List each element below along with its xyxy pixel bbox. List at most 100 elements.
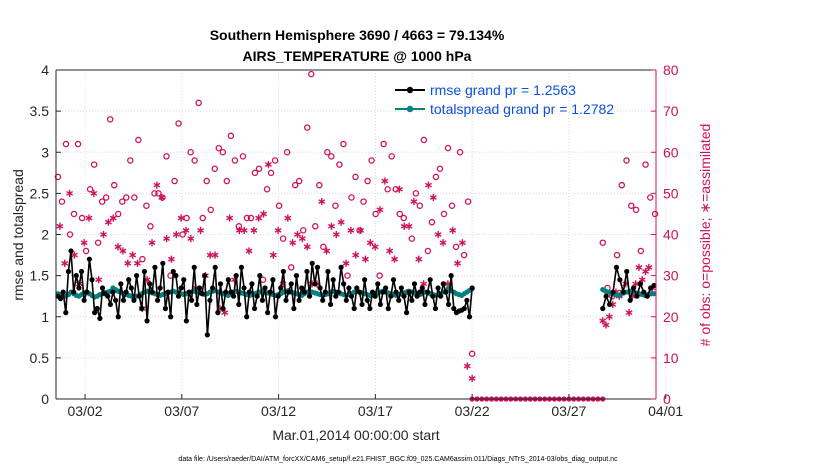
rmse-marker	[634, 293, 640, 299]
rmse-marker	[445, 301, 452, 308]
rmse-marker	[84, 289, 90, 295]
possible-obs-marker	[58, 198, 66, 205]
x-tick-label: 04/01	[648, 403, 683, 419]
rmse-marker	[204, 332, 210, 338]
possible-obs-marker	[468, 350, 476, 358]
assimilated-obs-marker	[172, 230, 180, 239]
assimilated-obs-marker	[177, 214, 185, 222]
assimilated-obs-marker	[250, 226, 258, 234]
rmse-marker	[351, 305, 357, 312]
rmse-marker	[641, 289, 647, 295]
possible-obs-marker	[199, 214, 206, 222]
assimilated-obs-marker	[352, 251, 360, 259]
x-tick-label: 03/22	[455, 403, 490, 419]
assimilated-obs-marker	[429, 193, 437, 202]
rmse-marker	[178, 285, 184, 291]
rmse-marker	[607, 301, 613, 308]
possible-obs-marker	[440, 210, 448, 218]
possible-obs-marker	[279, 235, 287, 242]
possible-obs-marker	[275, 202, 283, 209]
possible-obs-marker	[90, 161, 98, 168]
assimilated-obs-marker	[405, 222, 413, 230]
rmse-marker	[312, 281, 318, 287]
assimilated-obs-marker	[163, 235, 171, 243]
rmse-marker	[173, 273, 179, 279]
possible-obs-marker	[291, 181, 299, 189]
assimilated-obs-marker	[100, 230, 107, 239]
assimilated-obs-marker	[318, 198, 326, 206]
rmse-marker	[448, 273, 454, 279]
legend-rmse-marker	[406, 86, 414, 94]
rmse-marker	[105, 293, 111, 299]
rmse-marker	[212, 264, 218, 270]
assimilated-obs-marker	[361, 255, 369, 263]
rmse-marker	[364, 297, 370, 303]
rmse-marker	[170, 268, 176, 275]
rmse-marker	[262, 285, 268, 291]
rmse-marker	[451, 305, 457, 312]
possible-obs-marker	[98, 198, 106, 205]
legend-rmse-label: rmse grand pr = 1.2563	[430, 82, 576, 98]
possible-obs-marker	[110, 181, 118, 189]
possible-obs-marker	[179, 231, 186, 238]
rmse-marker	[113, 297, 119, 303]
possible-obs-marker	[106, 116, 114, 123]
possible-obs-marker	[211, 165, 219, 172]
assimilated-obs-marker	[625, 309, 633, 317]
possible-obs-marker	[239, 153, 247, 160]
rmse-series	[55, 248, 657, 338]
rmse-marker	[110, 289, 116, 295]
rmse-marker	[288, 281, 294, 287]
rmse-marker	[438, 293, 444, 299]
rmse-marker	[354, 285, 360, 291]
possible-obs-marker	[618, 181, 626, 189]
rmse-marker	[65, 268, 72, 275]
possible-obs-marker	[632, 206, 640, 214]
rmse-marker	[417, 289, 423, 295]
rmse-marker	[57, 296, 64, 302]
rmse-marker	[165, 289, 171, 295]
possible-obs-marker	[135, 136, 142, 144]
rmse-marker	[275, 293, 281, 299]
rmse-marker	[299, 285, 305, 291]
legend: rmse grand pr = 1.2563 totalspread grand…	[395, 82, 614, 117]
assimilated-obs-marker	[269, 251, 277, 259]
assimilated-obs-marker	[70, 251, 78, 259]
rmse-marker	[220, 305, 226, 312]
rmse-marker	[367, 305, 373, 312]
possible-obs-marker	[299, 227, 307, 234]
rmse-marker	[139, 305, 145, 312]
assimilated-obs-marker	[114, 243, 122, 251]
rmse-marker	[432, 305, 439, 312]
possible-obs-marker	[78, 214, 86, 222]
rmse-marker	[168, 314, 174, 320]
assimilated-obs-marker	[439, 239, 447, 247]
possible-obs-marker	[452, 243, 460, 251]
rmse-marker	[89, 277, 95, 283]
rmse-marker	[120, 297, 127, 303]
rmse-marker	[189, 297, 195, 303]
y-right-tick-label: 20	[663, 309, 679, 325]
rmse-marker	[78, 268, 85, 275]
rmse-marker	[369, 289, 376, 295]
possible-obs-marker	[388, 153, 395, 160]
legend-spread-label: totalspread grand pr = 1.2782	[430, 101, 614, 117]
rmse-marker	[233, 273, 239, 279]
rmse-marker	[92, 310, 98, 316]
data-file-note: data file: /Users/raeder/DAI/ATM_forcXX/…	[178, 456, 618, 463]
rmse-marker	[388, 293, 394, 299]
possible-obs-marker	[412, 190, 420, 197]
possible-obs-marker	[74, 140, 82, 148]
chart-title-line2: AIRS_TEMPERATURE @ 1000 hPa	[243, 48, 472, 64]
rmse-marker	[343, 297, 349, 303]
rmse-marker	[63, 310, 69, 316]
rmse-marker	[306, 293, 313, 299]
rmse-marker	[249, 281, 255, 287]
y-ticks-right: 0 10 20 30 40 50 60 70 80	[651, 62, 679, 407]
possible-obs-marker	[175, 120, 182, 127]
y-right-tick-label: 70	[663, 103, 679, 119]
assimilated-obs-marker	[635, 263, 643, 271]
y-right-tick-label: 50	[663, 185, 679, 201]
possible-obs-marker	[304, 124, 311, 131]
